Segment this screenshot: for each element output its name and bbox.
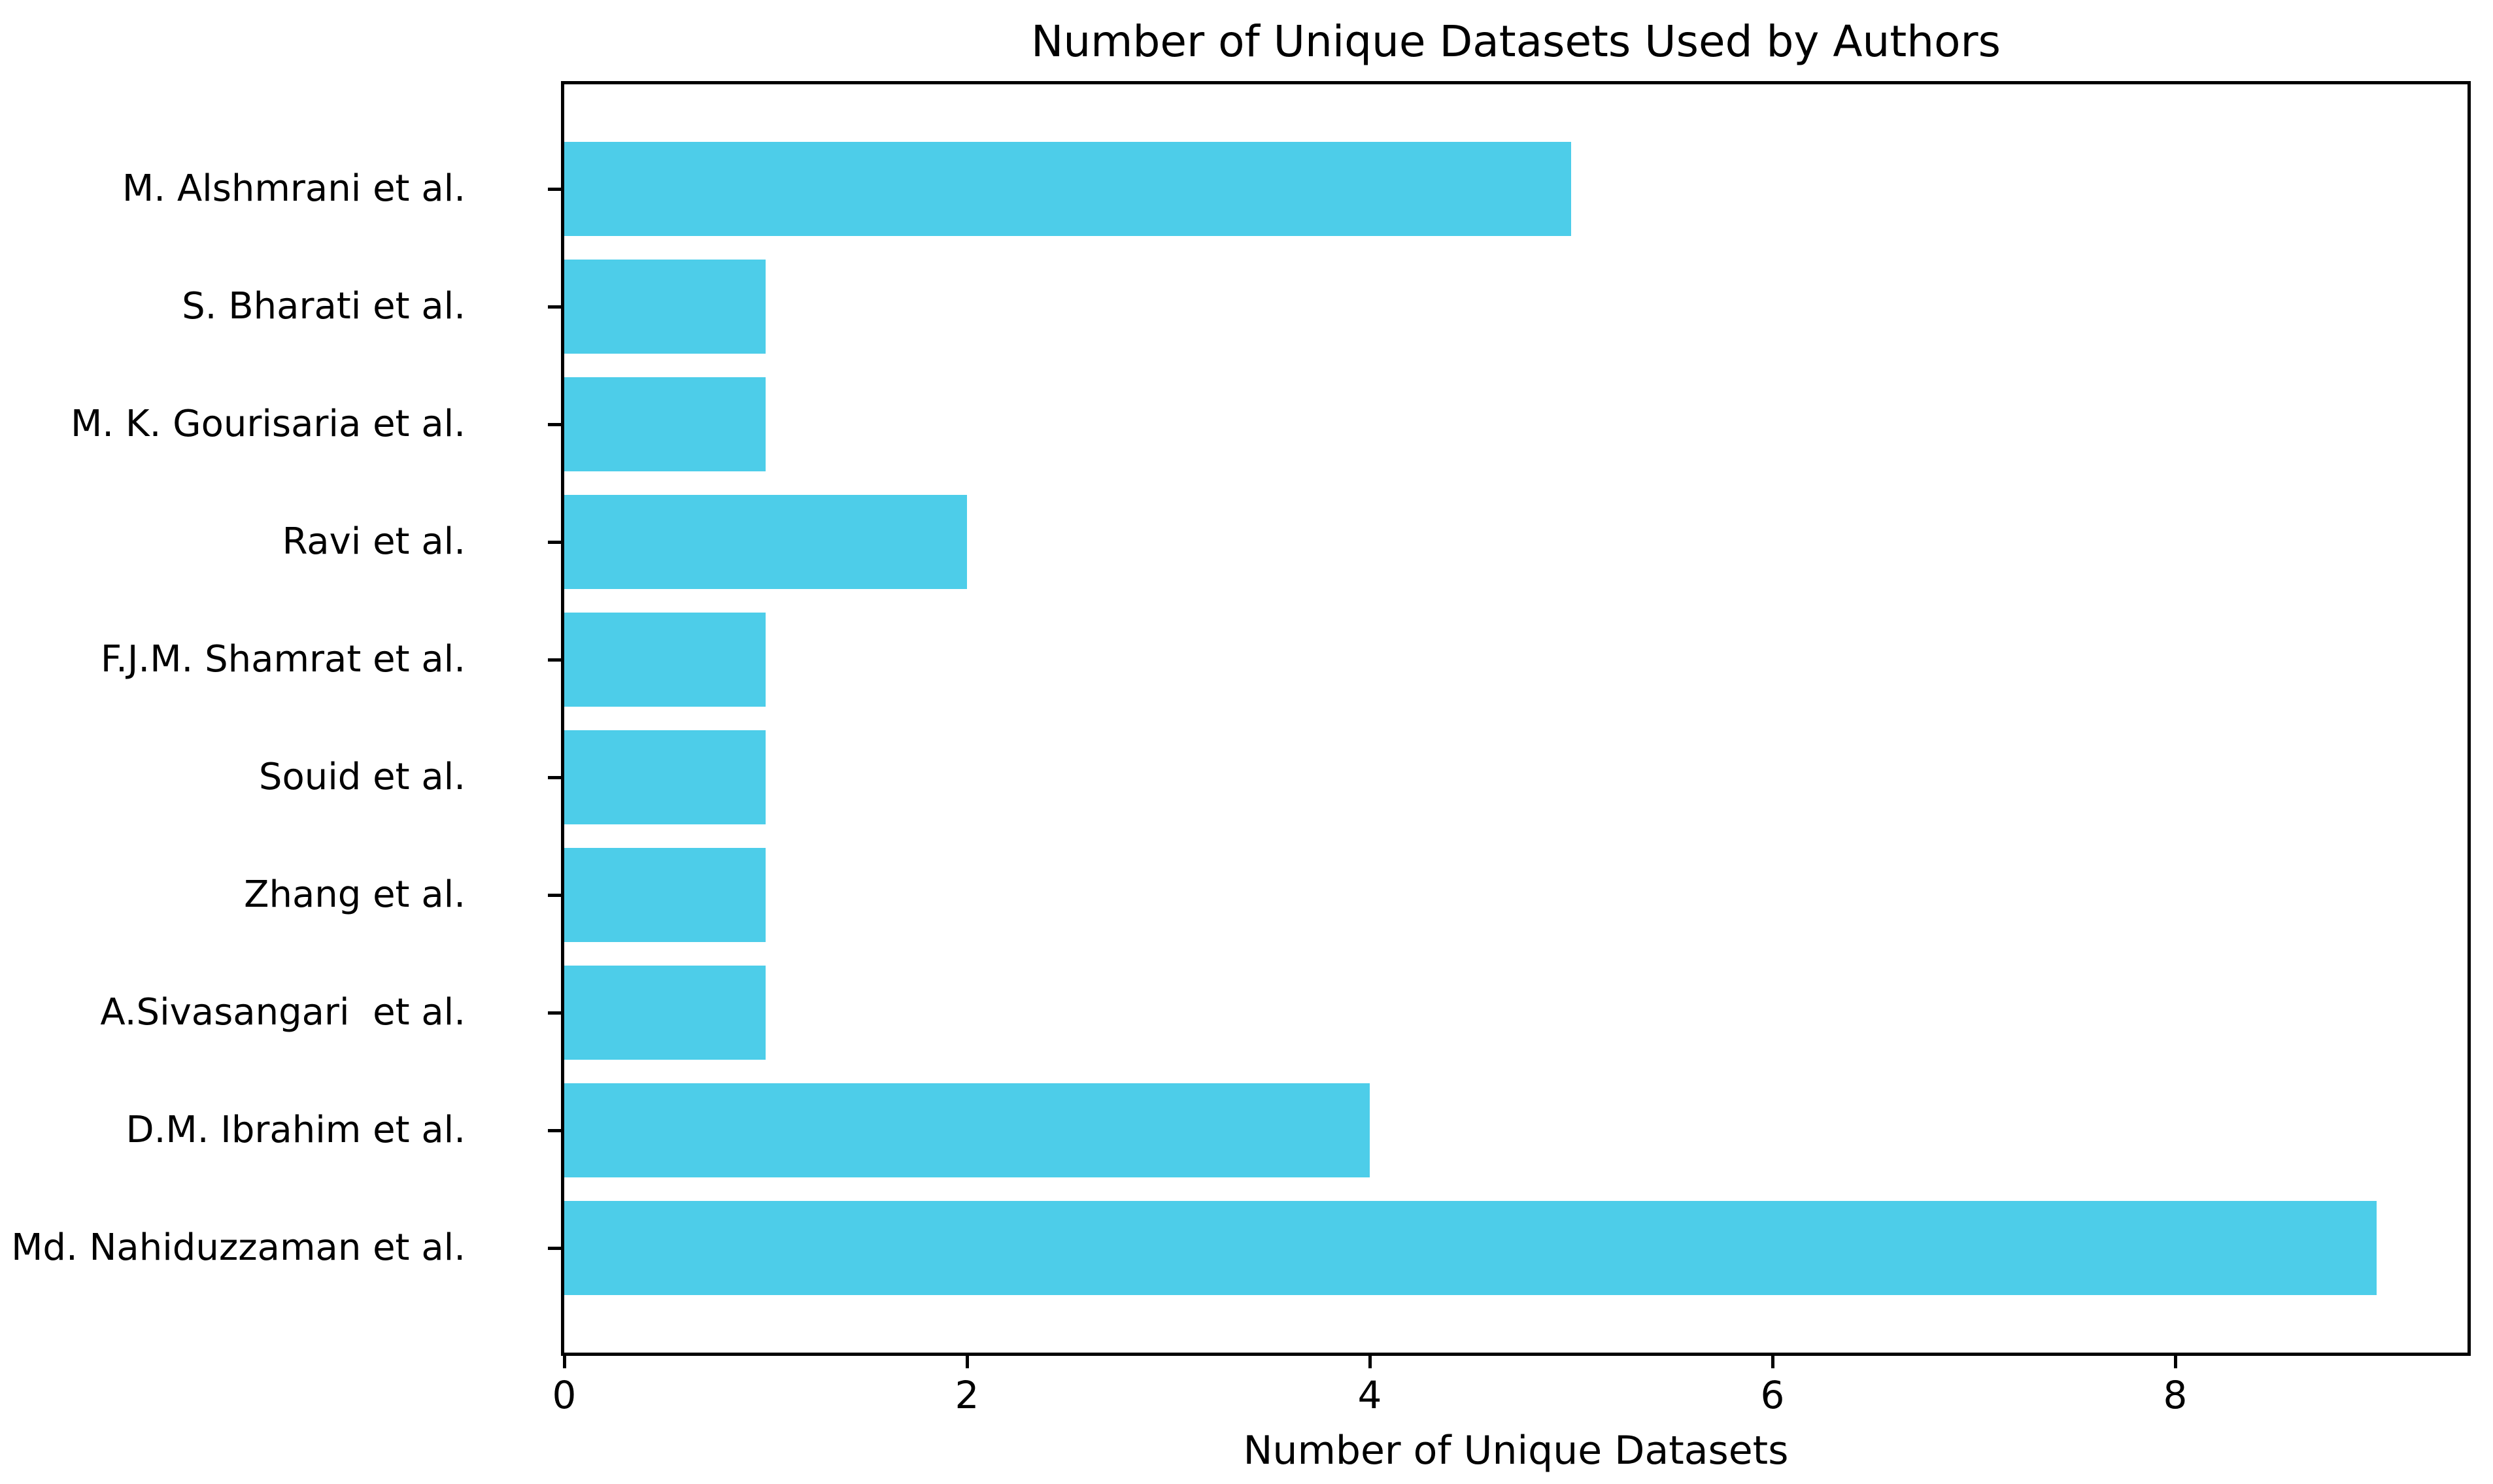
x-tick [1771, 1356, 1774, 1368]
y-tick [548, 658, 561, 662]
bar [564, 142, 1571, 236]
y-tick-label: Ravi et al. [282, 520, 466, 563]
bar [564, 848, 766, 942]
y-tick-label: M. K. Gourisaria et al. [70, 403, 466, 445]
bar [564, 377, 766, 471]
chart-title: Number of Unique Datasets Used by Author… [1030, 16, 2001, 67]
y-tick-label: Souid et al. [258, 756, 466, 798]
y-tick [548, 1011, 561, 1015]
x-tick [1368, 1356, 1372, 1368]
x-tick [563, 1356, 566, 1368]
bar [564, 260, 766, 354]
y-tick [548, 188, 561, 191]
y-tick [548, 1247, 561, 1250]
y-tick-label: M. Alshmrani et al. [122, 167, 466, 210]
y-tick-label: S. Bharati et al. [182, 285, 466, 328]
bar [564, 613, 766, 707]
x-tick [2174, 1356, 2177, 1368]
x-axis-label: Number of Unique Datasets [1243, 1428, 1789, 1474]
bar [564, 495, 967, 589]
y-tick [548, 423, 561, 426]
bar [564, 966, 766, 1060]
x-tick-label: 4 [1357, 1373, 1382, 1417]
y-tick-label: A.Sivasangari et al. [100, 991, 466, 1034]
x-tick-label: 0 [552, 1373, 577, 1417]
y-tick [548, 894, 561, 897]
y-tick [548, 305, 561, 309]
x-tick [966, 1356, 969, 1368]
y-tick-label: Md. Nahiduzzaman et al. [11, 1226, 466, 1269]
y-tick-label: Zhang et al. [244, 873, 466, 916]
x-tick-label: 8 [2163, 1373, 2188, 1417]
y-tick [548, 541, 561, 544]
y-tick [548, 776, 561, 779]
x-tick-label: 6 [1760, 1373, 1785, 1417]
x-tick-label: 2 [955, 1373, 979, 1417]
y-tick [548, 1129, 561, 1132]
y-tick-label: D.M. Ibrahim et al. [126, 1109, 466, 1151]
bar [564, 1201, 2377, 1295]
bar [564, 730, 766, 824]
y-tick-label: F.J.M. Shamrat et al. [100, 638, 466, 681]
bar [564, 1083, 1370, 1177]
